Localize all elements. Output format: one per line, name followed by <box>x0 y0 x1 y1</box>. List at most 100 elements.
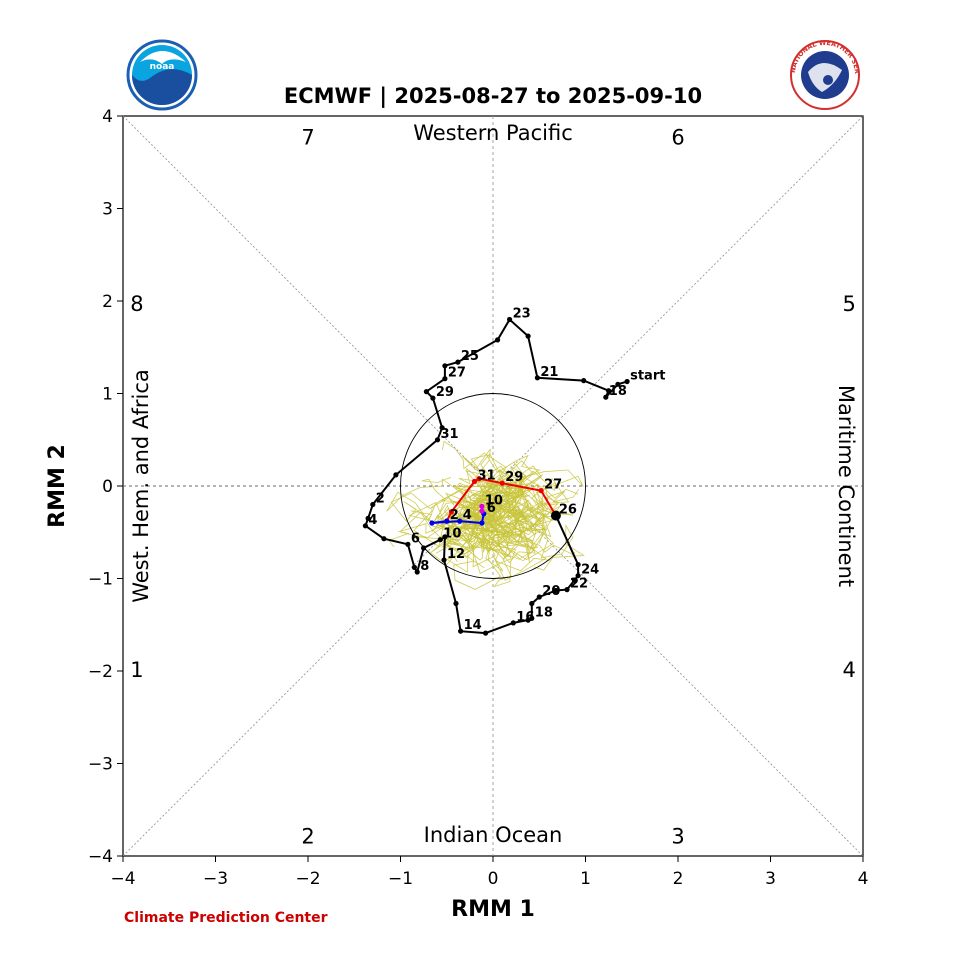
y-axis-title: RMM 2 <box>45 444 70 528</box>
unit-circle <box>400 393 586 579</box>
point-label: 10 <box>485 493 503 508</box>
ensemble-member-line <box>427 500 528 549</box>
data-point <box>476 476 482 482</box>
current-state-marker <box>550 510 561 521</box>
data-point <box>442 534 448 540</box>
ensemble-member-line <box>457 498 548 562</box>
phase-label: 7 <box>301 125 314 149</box>
point-label: 29 <box>436 385 454 400</box>
data-point <box>536 594 542 600</box>
x-tick-label: 0 <box>488 869 499 889</box>
y-tick-label: 1 <box>102 385 113 405</box>
data-point <box>615 381 621 387</box>
x-tick-label: 1 <box>580 869 591 889</box>
data-point <box>381 536 387 542</box>
data-point <box>458 628 464 634</box>
data-point <box>483 630 489 636</box>
data-point <box>564 587 570 593</box>
data-point <box>365 515 371 522</box>
y-tick-label: −2 <box>88 662 113 682</box>
noaa-logo: noaa <box>126 39 198 111</box>
ensemble-member-line <box>390 492 492 541</box>
point-label: 24 <box>581 563 599 578</box>
y-tick-label: −4 <box>88 847 113 867</box>
data-point <box>370 501 376 508</box>
ensemble-member-line <box>468 489 512 545</box>
x-tick-label: 3 <box>765 869 776 889</box>
point-label: start <box>630 369 665 384</box>
x-tick-label: −3 <box>203 869 228 889</box>
ensemble-member-line <box>447 478 570 537</box>
data-point <box>538 488 544 494</box>
ensemble-member-line <box>475 500 548 535</box>
data-point <box>393 472 399 478</box>
ensemble-member-line <box>455 504 536 553</box>
ensemble-member-line <box>453 512 523 561</box>
x-tick-label: −2 <box>295 869 320 889</box>
data-point <box>471 478 478 484</box>
point-label: 10 <box>443 527 461 542</box>
point-label: 27 <box>544 478 562 493</box>
data-point <box>529 600 535 607</box>
point-label: 23 <box>513 307 531 322</box>
data-point <box>423 389 429 395</box>
data-point <box>437 537 443 543</box>
data-point <box>414 569 420 575</box>
data-point <box>448 509 454 515</box>
data-point <box>606 388 612 394</box>
data-point <box>575 562 581 568</box>
region-label-indian-ocean: Indian Ocean <box>424 823 563 847</box>
data-point <box>411 564 417 571</box>
y-tick-label: 2 <box>102 292 113 312</box>
region-label-maritime-continent: Maritime Continent <box>834 385 858 587</box>
point-label: 14 <box>464 618 482 633</box>
point-label: 12 <box>447 547 465 562</box>
data-point <box>455 359 461 365</box>
data-point <box>442 363 448 369</box>
data-point <box>624 378 630 385</box>
data-point <box>430 395 436 401</box>
point-label: 20 <box>542 584 560 599</box>
point-label: 26 <box>559 503 577 518</box>
data-point <box>441 557 447 563</box>
chart-title: ECMWF | 2025-08-27 to 2025-09-10 <box>284 84 702 109</box>
data-point <box>434 437 441 443</box>
data-point <box>525 333 531 339</box>
point-label: 31 <box>441 427 459 442</box>
credit-label: Climate Prediction Center <box>124 910 328 926</box>
point-label: 27 <box>448 366 466 381</box>
data-point <box>495 337 501 343</box>
data-point <box>603 394 609 400</box>
ensemble-member-line <box>468 484 534 552</box>
ensemble-member-line <box>485 500 547 581</box>
point-label: 4 <box>463 508 472 523</box>
x-axis-title: RMM 1 <box>451 897 535 922</box>
x-tick-label: −4 <box>110 869 135 889</box>
data-point <box>507 316 513 323</box>
y-tick-label: −1 <box>88 570 113 590</box>
region-label-western-pacific: Western Pacific <box>413 121 573 145</box>
region-label-west-hem-africa: West. Hem. and Africa <box>129 369 153 603</box>
data-point <box>362 523 368 529</box>
data-point <box>553 587 559 594</box>
phase-label: 2 <box>301 825 314 849</box>
y-tick-label: 0 <box>102 477 113 497</box>
data-point <box>457 518 463 524</box>
point-label: 25 <box>461 349 479 364</box>
data-point <box>534 375 541 381</box>
phase-label: 1 <box>130 658 143 682</box>
y-tick-label: −3 <box>88 755 113 775</box>
diagonal-line <box>122 115 864 857</box>
data-point <box>510 620 516 626</box>
ensemble-member-line <box>492 506 585 571</box>
data-point <box>453 600 459 607</box>
point-label: 21 <box>540 365 558 380</box>
phase-label: 3 <box>671 825 684 849</box>
point-label: 29 <box>505 470 523 485</box>
ensemble-member-line <box>388 523 496 568</box>
ensemble-member-line <box>464 453 534 520</box>
